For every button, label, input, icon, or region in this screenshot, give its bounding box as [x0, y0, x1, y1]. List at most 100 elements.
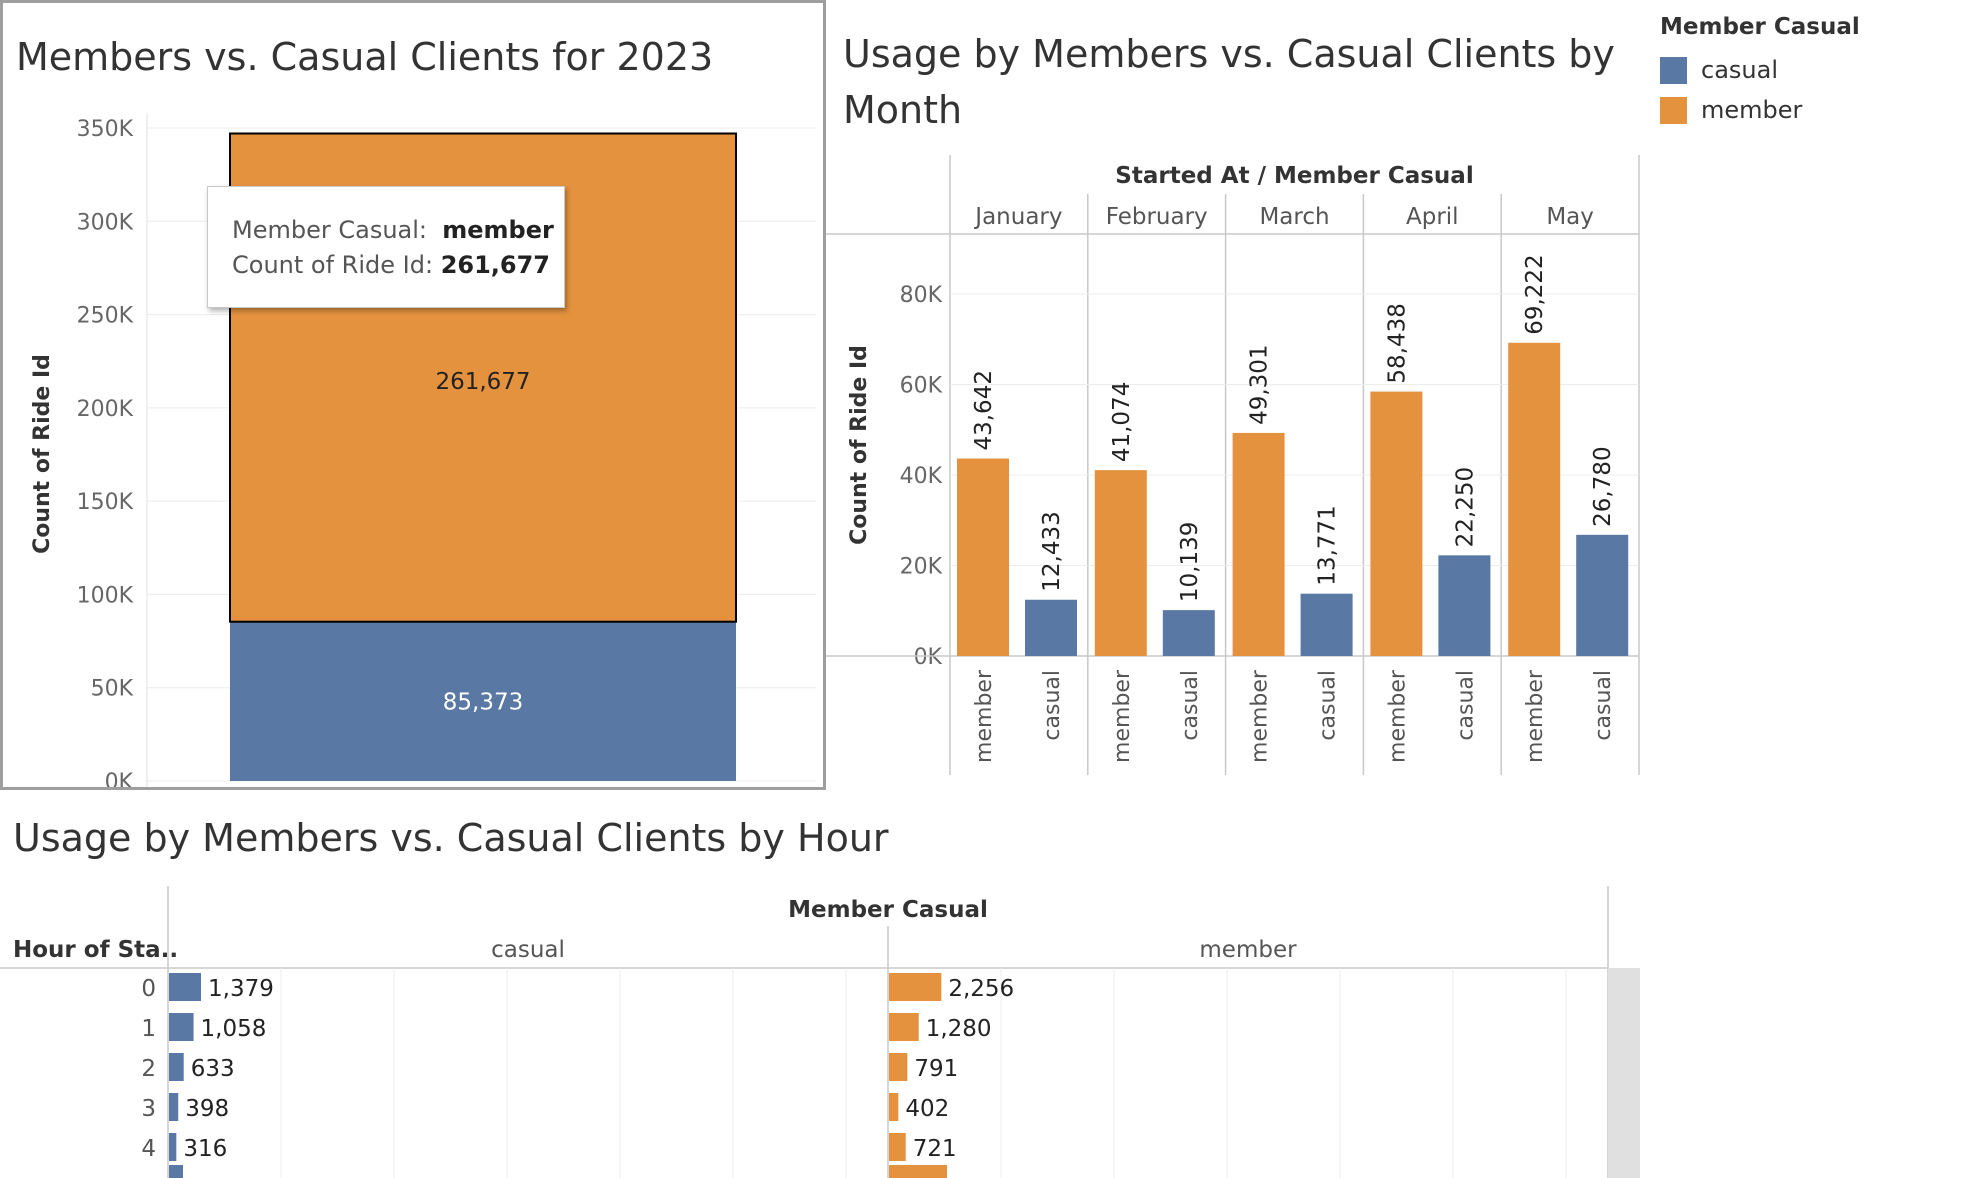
- bar-hour-2-casual[interactable]: [169, 1053, 184, 1081]
- monthly-chart-title-line2: Month: [843, 88, 963, 132]
- bar-casual[interactable]: [230, 621, 736, 781]
- month-label: January: [973, 204, 1062, 230]
- data-label: 316: [183, 1136, 227, 1162]
- hour-label: 1: [141, 1016, 156, 1042]
- data-label: 22,250: [1452, 467, 1478, 547]
- y-tick-label: 60K: [900, 374, 943, 399]
- y-axis-label: Count of Ride Id: [847, 345, 872, 545]
- bar-hour-0-casual[interactable]: [169, 973, 201, 1001]
- data-label: 13,771: [1315, 505, 1341, 585]
- yearly-chart: 0K 50K 100K 150K 200K 250K 300K 350K Count of Ri…: [30, 113, 816, 787]
- y-tick-label: 150K: [77, 490, 134, 515]
- legend[interactable]: Member Casual casual member: [1660, 14, 1860, 130]
- bar-may-casual[interactable]: [1576, 534, 1629, 656]
- data-label: 1,058: [201, 1016, 267, 1042]
- x-tick-label: member: [1248, 669, 1273, 763]
- data-label-casual: 85,373: [443, 689, 523, 715]
- hour-label: 0: [141, 976, 156, 1002]
- x-tick-label: member: [1385, 669, 1410, 763]
- data-label: 721: [913, 1136, 957, 1162]
- tooltip-value-2: 261,677: [440, 251, 550, 279]
- bar-february-member[interactable]: [1094, 470, 1147, 656]
- bar-january-casual[interactable]: [1025, 599, 1077, 656]
- y-tick-label: 300K: [77, 210, 134, 235]
- data-label: 41,074: [1109, 382, 1135, 462]
- column-header: Member Casual: [788, 897, 988, 923]
- y-axis-label: Count of Ride Id: [30, 354, 55, 554]
- bar-hour-1-casual[interactable]: [169, 1013, 194, 1041]
- hourly-chart: Member Casual Hour of Sta.. casual 1,379 1,0…: [0, 886, 1640, 1178]
- bar-april-member[interactable]: [1370, 391, 1423, 656]
- x-tick-label: casual: [1178, 670, 1203, 741]
- bar-partial-member: [889, 1165, 947, 1178]
- y-tick-label: 200K: [77, 397, 134, 422]
- month-label: February: [1106, 204, 1208, 230]
- y-tick-label: 100K: [77, 583, 134, 608]
- data-label: 1,379: [208, 976, 274, 1002]
- bar-hour-1-member[interactable]: [889, 1013, 919, 1041]
- vertical-scrollbar[interactable]: [1608, 968, 1640, 1178]
- tooltip-value-1: member: [442, 216, 554, 244]
- y-tick-label: 40K: [900, 464, 943, 489]
- bar-hour-3-member[interactable]: [889, 1093, 899, 1121]
- data-label: 26,780: [1590, 446, 1616, 526]
- hourly-panel: Usage by Members vs. Casual Clients by H…: [0, 790, 1964, 1178]
- x-tick-label: casual: [1316, 670, 1341, 741]
- column-label-member: member: [1199, 937, 1297, 963]
- data-label: 402: [905, 1096, 949, 1122]
- x-tick-label: member: [972, 669, 997, 763]
- bar-tooltip: Member Casual: member Count of Ride Id: …: [207, 186, 565, 308]
- bar-march-casual[interactable]: [1300, 593, 1353, 656]
- bar-partial-casual: [169, 1165, 183, 1178]
- data-label: 43,642: [971, 370, 997, 450]
- y-tick-label: 80K: [900, 283, 943, 308]
- month-label: April: [1406, 204, 1459, 230]
- monthly-chart-title-line1: Usage by Members vs. Casual Clients by: [843, 32, 1615, 76]
- bar-hour-2-member[interactable]: [889, 1053, 908, 1081]
- legend-swatch-member: [1660, 96, 1687, 124]
- hour-label: 2: [141, 1056, 156, 1082]
- legend-item-member[interactable]: member: [1660, 90, 1860, 130]
- x-tick-label: casual: [1453, 670, 1478, 741]
- data-label: 2,256: [948, 976, 1014, 1002]
- bar-may-member[interactable]: [1508, 342, 1561, 656]
- row-header: Hour of Sta..: [13, 937, 178, 963]
- x-tick-label: member: [1523, 669, 1548, 763]
- data-label: 58,438: [1384, 303, 1410, 383]
- x-tick-label: casual: [1040, 670, 1065, 741]
- yearly-chart-title: Members vs. Casual Clients for 2023: [16, 35, 714, 79]
- column-header: Started At / Member Casual: [1115, 163, 1473, 189]
- x-tick-label: member: [1110, 669, 1135, 763]
- y-tick-label: 350K: [77, 117, 134, 142]
- bar-hour-0-member[interactable]: [889, 973, 942, 1001]
- bar-hour-3-casual[interactable]: [169, 1093, 179, 1121]
- data-label-member: 261,677: [435, 369, 530, 395]
- yearly-panel: Members vs. Casual Clients for 2023 0K 50…: [0, 0, 826, 790]
- legend-swatch-casual: [1660, 56, 1687, 84]
- month-label: May: [1546, 204, 1594, 230]
- tooltip-label-2: Count of Ride Id:: [232, 251, 434, 279]
- data-label: 633: [191, 1056, 235, 1082]
- x-tick-label: casual: [1591, 670, 1616, 741]
- legend-label-casual: casual: [1701, 56, 1778, 84]
- y-tick-label: 250K: [77, 304, 134, 329]
- bar-february-casual[interactable]: [1162, 610, 1215, 656]
- y-tick-label: 20K: [900, 555, 943, 580]
- bar-january-member[interactable]: [957, 458, 1009, 656]
- legend-label-member: member: [1701, 96, 1803, 124]
- data-label: 49,301: [1247, 344, 1273, 424]
- y-tick-label: 0K: [914, 645, 943, 670]
- legend-item-casual[interactable]: casual: [1660, 50, 1860, 90]
- data-label: 791: [914, 1056, 958, 1082]
- data-label: 12,433: [1039, 511, 1065, 591]
- bar-hour-4-casual[interactable]: [169, 1133, 177, 1161]
- bar-march-member[interactable]: [1232, 432, 1285, 656]
- bar-hour-4-member[interactable]: [889, 1133, 906, 1161]
- data-label: 398: [185, 1096, 229, 1122]
- bar-april-casual[interactable]: [1438, 555, 1491, 656]
- data-label: 69,222: [1522, 254, 1548, 334]
- data-label: 10,139: [1177, 522, 1203, 602]
- data-label: 1,280: [926, 1016, 992, 1042]
- tooltip-label-1: Member Casual:: [232, 216, 427, 244]
- monthly-panel: Usage by Members vs. Casual Clients by M…: [826, 0, 1964, 790]
